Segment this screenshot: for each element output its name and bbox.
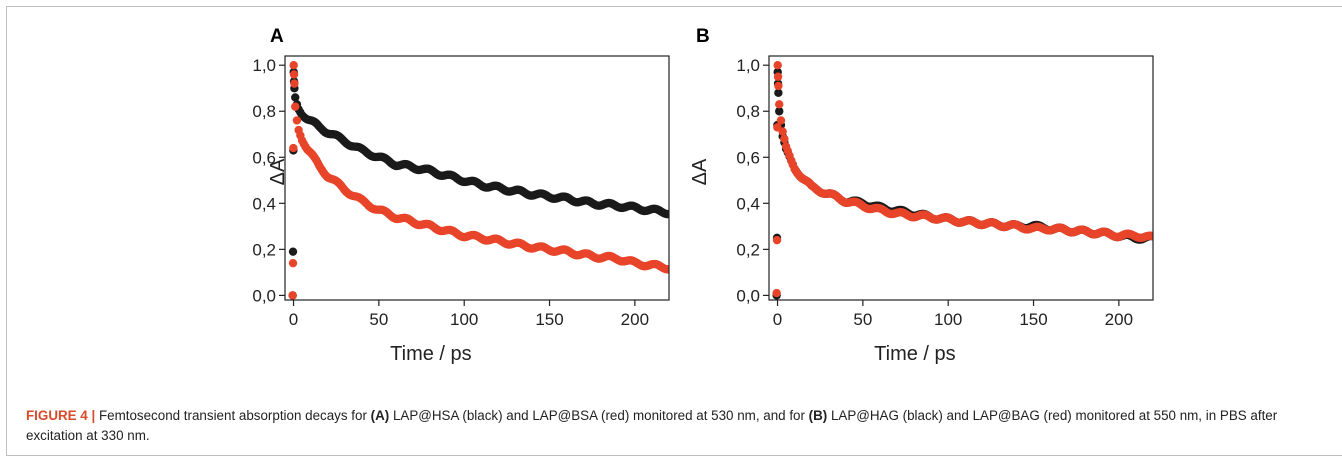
data-point-red bbox=[778, 127, 787, 136]
figure-caption: FIGURE 4 | Femtosecond transient absorpt… bbox=[26, 406, 1326, 446]
y-tick-label: 0,2 bbox=[736, 240, 760, 259]
plot-frame bbox=[284, 55, 670, 301]
data-point-red bbox=[773, 61, 782, 70]
data-point-red bbox=[780, 134, 789, 144]
x-tick-label: 200 bbox=[1105, 310, 1133, 329]
caption-text-1: Femtosecond transient absorption decays … bbox=[95, 408, 371, 423]
data-point-red bbox=[289, 143, 298, 153]
y-tick-label: 1,0 bbox=[252, 56, 276, 75]
x-tick-label: 150 bbox=[1019, 310, 1047, 329]
data-point-red bbox=[772, 288, 781, 298]
y-tick-label: 0,8 bbox=[252, 102, 276, 121]
data-point-red bbox=[290, 79, 299, 88]
y-tick-label: 1,0 bbox=[736, 56, 760, 75]
data-point-black bbox=[291, 93, 300, 102]
data-point-red bbox=[288, 291, 297, 300]
caption-ref-a: (A) bbox=[370, 408, 390, 423]
plot-points bbox=[288, 61, 669, 300]
x-tick-label: 50 bbox=[853, 310, 872, 329]
data-point-red bbox=[288, 258, 298, 268]
x-tick-label: 0 bbox=[289, 310, 298, 329]
y-tick-label: 0,6 bbox=[252, 148, 276, 167]
caption-text-2: LAP@HSA (black) and LAP@BSA (red) monito… bbox=[389, 408, 809, 423]
data-point-red bbox=[292, 116, 302, 125]
y-tick-label: 0,4 bbox=[736, 194, 760, 213]
panel-letter: A bbox=[270, 26, 284, 47]
data-point-red bbox=[773, 72, 783, 81]
data-point-black bbox=[775, 107, 784, 116]
y-tick-label: 0,6 bbox=[736, 148, 760, 167]
x-axis-label: Time / ps bbox=[390, 343, 472, 365]
plot-points bbox=[772, 61, 1153, 300]
y-tick-label: 0,4 bbox=[252, 194, 276, 213]
x-tick-label: 200 bbox=[621, 310, 649, 329]
data-point-red bbox=[291, 102, 300, 111]
data-point-black bbox=[288, 247, 298, 256]
data-point-red bbox=[772, 235, 782, 245]
y-tick-label: 0,0 bbox=[252, 286, 276, 305]
y-axis-label: ΔA bbox=[689, 158, 711, 185]
data-point-black bbox=[664, 209, 669, 219]
data-point-red bbox=[774, 81, 783, 91]
data-point-red bbox=[776, 116, 786, 125]
y-tick-label: 0,8 bbox=[736, 102, 760, 121]
plot-frame bbox=[768, 55, 1154, 301]
caption-text-3: LAP@HAG (black) and LAP@BAG (red) monito… bbox=[26, 408, 1278, 443]
figure-frame bbox=[6, 6, 1342, 456]
figure-label: FIGURE 4 | bbox=[26, 408, 96, 423]
y-tick-label: 0,2 bbox=[252, 240, 276, 259]
x-tick-label: 50 bbox=[369, 310, 388, 329]
y-tick-label: 0,0 bbox=[736, 286, 760, 305]
panel-b: B 0 50 100 150 200 0,0 0,2 0,4 0,6 0,8 1,0 Time / ps… bbox=[689, 26, 1154, 365]
data-point-black bbox=[774, 88, 783, 98]
x-tick-label: 150 bbox=[535, 310, 563, 329]
x-tick-label: 0 bbox=[773, 310, 782, 329]
y-axis-label: ΔA bbox=[267, 158, 289, 185]
x-tick-label: 100 bbox=[934, 310, 962, 329]
x-tick-label: 100 bbox=[450, 310, 478, 329]
data-point-red bbox=[664, 265, 669, 274]
data-point-red bbox=[775, 100, 784, 109]
figure-charts: A 0 50 100 150 200 0,0 0,2 0,4 0,6 0,8 1,0 Time / ps… bbox=[252, 26, 1154, 365]
caption-ref-b: (B) bbox=[808, 408, 828, 423]
data-point-red bbox=[289, 70, 299, 79]
panel-a: A 0 50 100 150 200 0,0 0,2 0,4 0,6 0,8 1,0 Time / ps… bbox=[252, 26, 670, 365]
x-axis-label: Time / ps bbox=[874, 343, 956, 365]
data-point-red bbox=[1148, 232, 1153, 241]
panel-letter: B bbox=[696, 26, 710, 47]
data-point-red bbox=[289, 61, 298, 70]
